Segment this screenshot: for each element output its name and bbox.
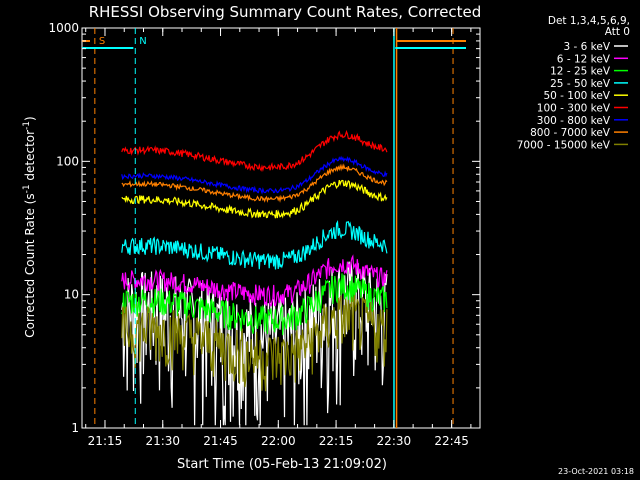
legend-header: Att 0 [605, 26, 630, 38]
series-line [121, 155, 388, 195]
y-axis-label: Corrected Count Rate (s-1 detector-1) [22, 116, 37, 337]
series-line [121, 163, 388, 203]
legend-label: 6 - 12 keV [557, 53, 611, 65]
plot-frame [81, 27, 481, 429]
series-line [121, 129, 388, 172]
marker-label: N [139, 36, 146, 47]
x-axis-label: Start Time (05-Feb-13 21:09:02) [177, 457, 387, 472]
legend-label: 7000 - 15000 keV [517, 139, 611, 151]
x-tick-label: 21:30 [145, 434, 180, 448]
x-tick-label: 21:45 [203, 434, 238, 448]
y-tick-label: 10 [64, 288, 79, 302]
series-line [121, 273, 388, 336]
marker-label: S [99, 36, 105, 47]
x-tick-label: 22:30 [377, 434, 412, 448]
legend-label: 800 - 7000 keV [530, 127, 611, 139]
series-line [121, 254, 388, 307]
y-tick-label: 100 [56, 154, 79, 168]
series-line [121, 179, 388, 219]
legend-label: 3 - 6 keV [563, 41, 610, 53]
x-tick-label: 22:15 [319, 434, 354, 448]
series-line [121, 219, 388, 270]
chart-title: RHESSI Observing Summary Count Rates, Co… [89, 3, 482, 21]
axis-layer: 1 10 100 1000 21:15 21:30 21:45 22:00 22:15 22:30… [48, 21, 480, 448]
legend-label: 100 - 300 keV [537, 103, 611, 115]
legend-label: 50 - 100 keV [543, 90, 610, 102]
x-tick-label: 21:15 [88, 434, 123, 448]
timestamp: 23-Oct-2021 03:18 [558, 467, 634, 476]
legend-label: 300 - 800 keV [537, 115, 611, 127]
legend-header: Det 1,3,4,5,6,9, [548, 15, 630, 27]
x-tick-label: 22:00 [261, 434, 296, 448]
legend-label: 12 - 25 keV [550, 66, 611, 78]
y-tick-label: 1000 [48, 21, 79, 35]
x-tick-label: 22:45 [434, 434, 469, 448]
series-layer [121, 129, 388, 426]
y-tick-label: 1 [71, 421, 79, 435]
series-line [121, 294, 388, 392]
legend-label: 25 - 50 keV [550, 78, 611, 90]
plot-border [81, 27, 481, 429]
